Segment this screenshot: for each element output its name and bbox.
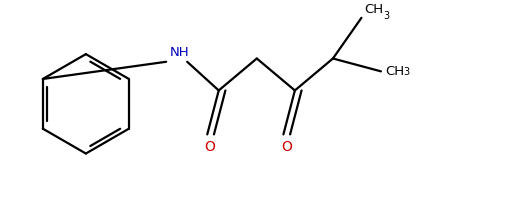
Text: O: O [205, 140, 216, 154]
Text: O: O [281, 140, 292, 154]
Text: CH: CH [385, 65, 404, 78]
Text: CH: CH [365, 3, 383, 16]
Text: 3: 3 [403, 67, 410, 77]
Text: 3: 3 [383, 11, 389, 21]
Text: NH: NH [170, 46, 189, 59]
